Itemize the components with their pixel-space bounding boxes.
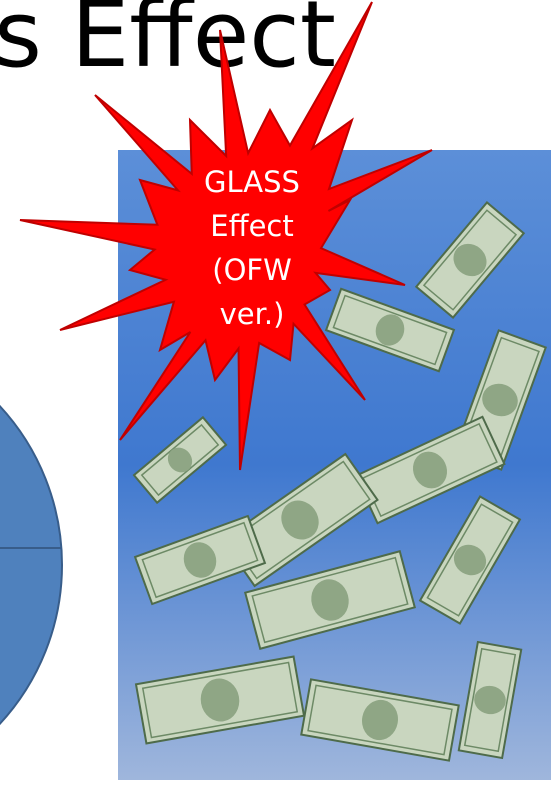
starburst-text: Effect — [210, 209, 293, 243]
starburst-text: (OFW — [212, 253, 292, 287]
starburst-text: ver.) — [220, 297, 285, 331]
page: s Effect GLASS Effect (OFW ver.) (() => … — [0, 0, 551, 802]
blue-circle — [0, 331, 62, 799]
slide: s Effect GLASS Effect (OFW ver.) — [0, 0, 551, 802]
slide-title: s Effect — [0, 0, 336, 88]
starburst-text: GLASS — [204, 165, 300, 199]
